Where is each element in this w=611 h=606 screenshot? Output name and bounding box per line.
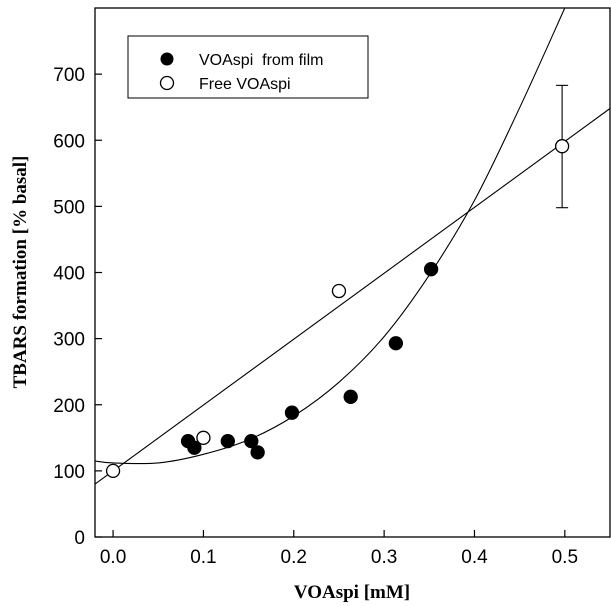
x-tick-label: 0.0 — [100, 547, 126, 568]
x-tick-label: 0.4 — [461, 547, 488, 568]
y-axis-title: TBARS formation [% basal] — [10, 156, 31, 389]
legend-marker-filled — [161, 53, 174, 66]
legend-label-free: Free VOAspi — [199, 76, 291, 93]
x-axis-title: VOAspi [mM] — [294, 582, 410, 603]
y-tick-label: 100 — [53, 462, 85, 483]
point-free — [332, 285, 345, 298]
point-free — [107, 464, 120, 477]
x-tick-label: 0.1 — [190, 547, 216, 568]
point-from-film — [344, 390, 357, 403]
legend-label-from-film: VOAspi from film — [199, 52, 323, 69]
point-from-film — [285, 406, 298, 419]
y-tick-label: 500 — [53, 197, 85, 218]
y-tick-label: 200 — [53, 396, 85, 417]
legend-marker-open — [161, 77, 174, 90]
y-tick-label: 0 — [74, 528, 85, 549]
data-points — [107, 140, 569, 478]
point-from-film — [389, 337, 402, 350]
point-from-film — [251, 446, 264, 459]
y-tick-label: 600 — [53, 131, 85, 152]
point-from-film — [221, 435, 234, 448]
x-tick-label: 0.5 — [552, 547, 578, 568]
point-free — [556, 140, 569, 153]
ticks: 0 100 200 300 400 500 600 700 0.0 0.1 0.2 0.3 0.4 0.5 — [53, 65, 578, 568]
y-tick-label: 400 — [53, 264, 85, 285]
legend: VOAspi from film Free VOAspi — [128, 36, 368, 98]
fit-line-1 — [95, 109, 610, 485]
y-tick-label: 300 — [53, 330, 85, 351]
x-tick-label: 0.2 — [281, 547, 307, 568]
point-free — [197, 431, 210, 444]
x-tick-label: 0.3 — [371, 547, 397, 568]
point-from-film — [425, 263, 438, 276]
y-tick-label: 700 — [53, 65, 85, 86]
